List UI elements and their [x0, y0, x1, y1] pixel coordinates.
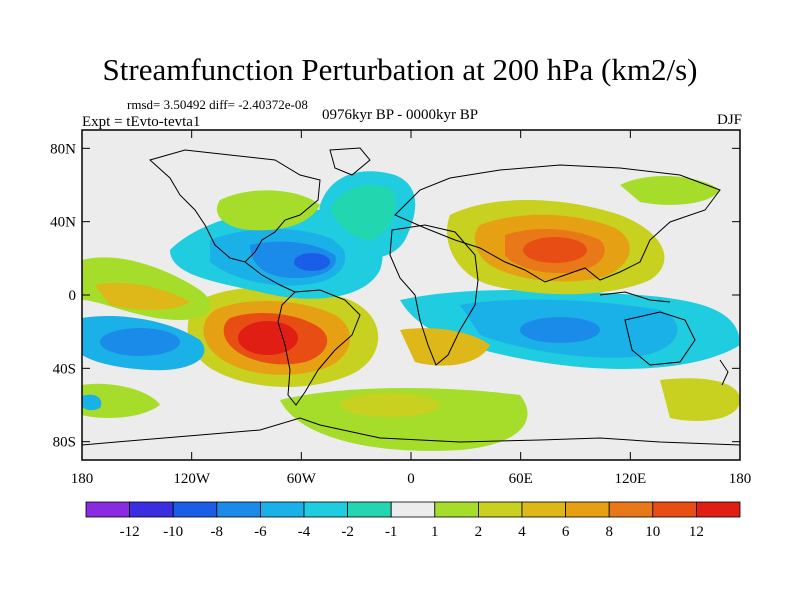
field-indian-band-core: [520, 317, 600, 343]
colorbar-swatch: [434, 501, 479, 518]
coast-new-zealand: [719, 359, 729, 386]
colorbar-label: 2: [475, 524, 483, 540]
colorbar-swatch: [608, 501, 654, 518]
colorbar-swatch: [652, 501, 697, 518]
field-caribbean-core: [294, 253, 330, 271]
colorbar-swatch: [172, 501, 218, 518]
x-tick-label: 60E: [509, 471, 533, 487]
x-tick-label: 120W: [173, 471, 211, 487]
colorbar-label: -4: [298, 524, 311, 540]
colorbar-swatch: [477, 501, 523, 518]
colorbar-label: -12: [120, 524, 140, 540]
x-tick-label: 180: [71, 471, 94, 487]
colorbar-label: -1: [385, 524, 398, 540]
x-tick-label: 0: [407, 471, 415, 487]
colorbar-swatch: [521, 501, 566, 518]
coast-greenland: [329, 147, 371, 176]
colorbar-label: 4: [518, 524, 526, 540]
field-southern-ocean-core: [340, 393, 440, 417]
x-tick-label: 120E: [614, 471, 646, 487]
colorbar-swatch: [565, 501, 610, 518]
season-label: DJF: [716, 112, 742, 128]
field-sw-pacific-high: [660, 378, 740, 421]
colorbar-label: -10: [163, 524, 183, 540]
x-axis: 180 120W 60W 0 60E 120E 180: [71, 130, 752, 487]
coastlines: [82, 147, 740, 446]
colorbar-swatch: [347, 501, 392, 518]
coast-africa: [389, 224, 479, 366]
colorbar-swatch: [85, 501, 130, 518]
colorbar-swatch: [390, 501, 436, 518]
colorbar-swatch: [216, 501, 261, 518]
y-axis: 80N 40N 0 40S 80S: [50, 141, 740, 451]
y-tick-label: 40N: [50, 215, 76, 231]
field-south-pacific-core: [100, 328, 180, 356]
colorbar-label: -6: [254, 524, 267, 540]
stats-text: rmsd= 3.50492 diff= -2.40372e-08: [127, 97, 308, 112]
coast-south-america: [277, 289, 361, 406]
field-pacific-band-inner: [95, 282, 190, 310]
field-nw-pacific-high: [82, 383, 160, 418]
colorbar-swatch: [696, 501, 741, 518]
y-tick-label: 80S: [53, 435, 76, 451]
colorbar-label: 1: [431, 524, 439, 540]
colorbar-swatch: [303, 501, 348, 518]
coast-antarctica: [82, 417, 740, 446]
x-tick-label: 60W: [287, 471, 317, 487]
field-south-atlantic-high: [400, 328, 490, 366]
field-north-america-high: [216, 190, 320, 231]
plot-area: [82, 130, 740, 460]
coast-north-america: [148, 149, 321, 263]
coast-indonesia: [599, 291, 671, 303]
colorbar-label: -8: [211, 524, 224, 540]
y-tick-label: 40S: [53, 361, 76, 377]
period-label: 0976kyr BP - 0000kyr BP: [322, 107, 479, 123]
experiment-label: Expt = tEvto-tevta1: [82, 114, 201, 130]
x-tick-label: 180: [729, 471, 752, 487]
colorbar-label: 6: [562, 524, 570, 540]
coast-australia: [624, 311, 696, 366]
field-south-america-core: [238, 321, 298, 355]
y-tick-label: 0: [69, 288, 77, 304]
chart-title: Streamfunction Perturbation at 200 hPa (…: [102, 52, 698, 87]
colorbar-swatch: [259, 501, 305, 518]
colorbar-label: 8: [605, 524, 613, 540]
colorbar-label: 10: [645, 524, 660, 540]
colorbar-label: 12: [689, 524, 704, 540]
colorbar-label: -2: [341, 524, 354, 540]
field-north-atlantic-mint: [330, 185, 396, 240]
coast-eurasia: [394, 164, 721, 283]
field-nw-pacific-low: [82, 394, 102, 411]
field-siberia-high: [620, 175, 720, 205]
colorbar-swatch: [129, 501, 174, 518]
field-asia-core: [523, 237, 587, 263]
y-tick-label: 80N: [50, 141, 76, 157]
colorbar: -12 -10 -8 -6 -4 -2 -1 1 2 4 6 8 10 12: [85, 501, 741, 540]
coast-central-america: [244, 261, 296, 293]
